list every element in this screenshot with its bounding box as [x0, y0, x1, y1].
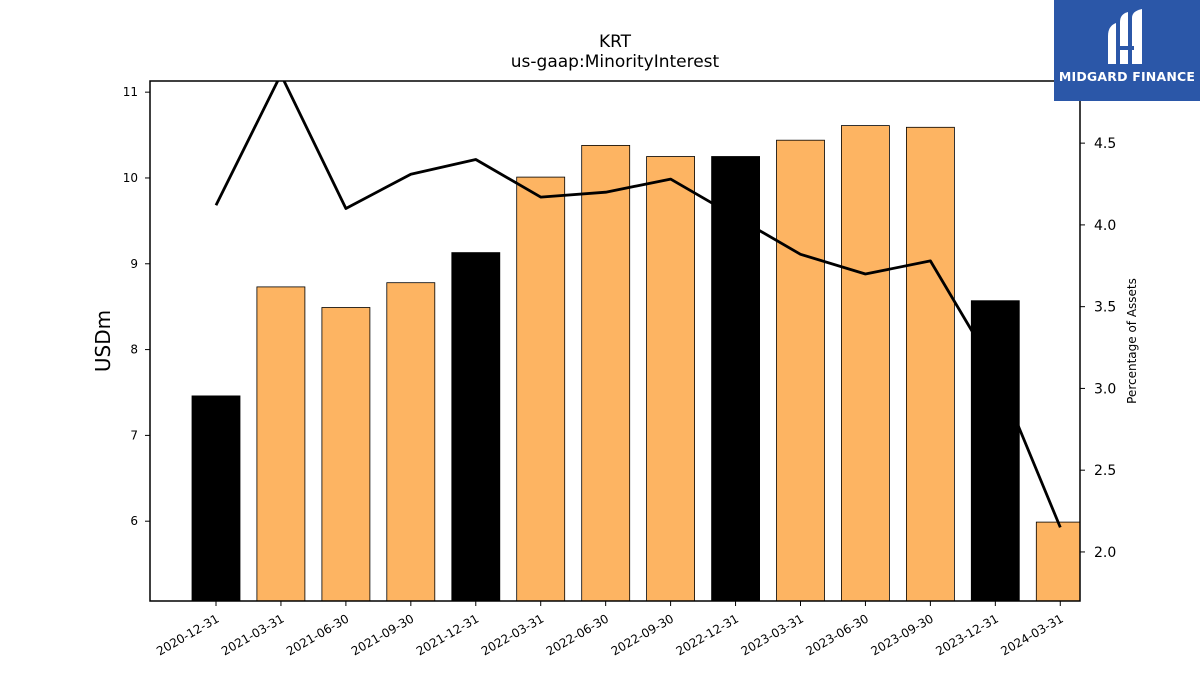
x-tick-label: 2021-06-30	[284, 611, 351, 658]
y2-tick-label: 3.5	[1094, 300, 1116, 316]
bar-2021-09-30	[386, 282, 436, 601]
x-tick-label: 2023-12-31	[933, 611, 1000, 658]
x-tick-label: 2021-03-31	[219, 611, 286, 658]
line-series	[214, 81, 1062, 528]
bar-2023-12-31	[970, 300, 1020, 601]
bar-2022-12-31	[711, 156, 760, 601]
y-tick-label: 8	[130, 343, 138, 357]
y2-tick-label: 3.0	[1094, 381, 1116, 397]
bar-2020-12-31	[191, 395, 241, 601]
x-tick-label: 2021-12-31	[414, 611, 481, 658]
x-tick-label: 2022-06-30	[544, 611, 611, 658]
chart-subtitle: us-gaap:MinorityInterest	[510, 52, 720, 72]
x-tick-label: 2022-09-30	[609, 611, 676, 658]
bar-2023-03-31	[776, 139, 825, 601]
company-logo: MIDGARD FINANCE	[1054, 0, 1200, 101]
x-axis-ticks: 2020-12-312021-03-312021-06-302021-09-30…	[154, 601, 1066, 658]
percentage-of-assets-line	[214, 81, 1062, 528]
logo-text: MIDGARD FINANCE	[1058, 69, 1196, 84]
bar-2022-03-31	[516, 176, 566, 601]
x-tick-label: 2024-03-31	[998, 611, 1065, 658]
plot-frame	[149, 80, 1081, 602]
y-tick-label: 6	[130, 514, 138, 528]
x-tick-label: 2021-09-30	[349, 611, 416, 658]
left-axis-ticks: 6 7 8 9 10 11	[123, 85, 150, 528]
chart-title: KRT	[598, 32, 632, 52]
y-tick-label: 10	[123, 171, 138, 185]
y-axis-label: USDm	[91, 310, 115, 372]
logo-mark-icon	[1108, 9, 1142, 64]
y-tick-label: 7	[130, 428, 138, 442]
y2-axis-label: Percentage of Assets	[1125, 278, 1139, 404]
bar-2022-06-30	[581, 144, 631, 601]
bar-2024-03-31	[1035, 521, 1080, 601]
bar-2021-12-31	[451, 252, 501, 601]
bar-series	[191, 125, 1080, 601]
bar-2021-03-31	[256, 286, 306, 601]
y2-tick-label: 4.0	[1094, 218, 1116, 234]
y2-tick-label: 4.5	[1094, 136, 1116, 152]
bar-2021-06-30	[321, 307, 371, 601]
x-tick-label: 2022-12-31	[674, 611, 741, 658]
bar-2022-09-30	[646, 156, 695, 601]
y2-tick-label: 2.0	[1094, 545, 1116, 561]
y-tick-label: 11	[123, 85, 138, 99]
y2-tick-label: 2.5	[1094, 463, 1116, 479]
right-axis-ticks: 2.0 2.5 3.0 3.5 4.0 4.5	[1080, 136, 1116, 561]
x-tick-label: 2022-03-31	[479, 611, 546, 658]
bar-2023-06-30	[841, 125, 890, 601]
x-tick-label: 2020-12-31	[154, 611, 221, 658]
bar-2023-09-30	[906, 126, 955, 601]
x-tick-label: 2023-09-30	[868, 611, 935, 658]
x-tick-label: 2023-03-31	[739, 611, 806, 658]
x-tick-label: 2023-06-30	[804, 611, 871, 658]
y-tick-label: 9	[130, 257, 138, 271]
